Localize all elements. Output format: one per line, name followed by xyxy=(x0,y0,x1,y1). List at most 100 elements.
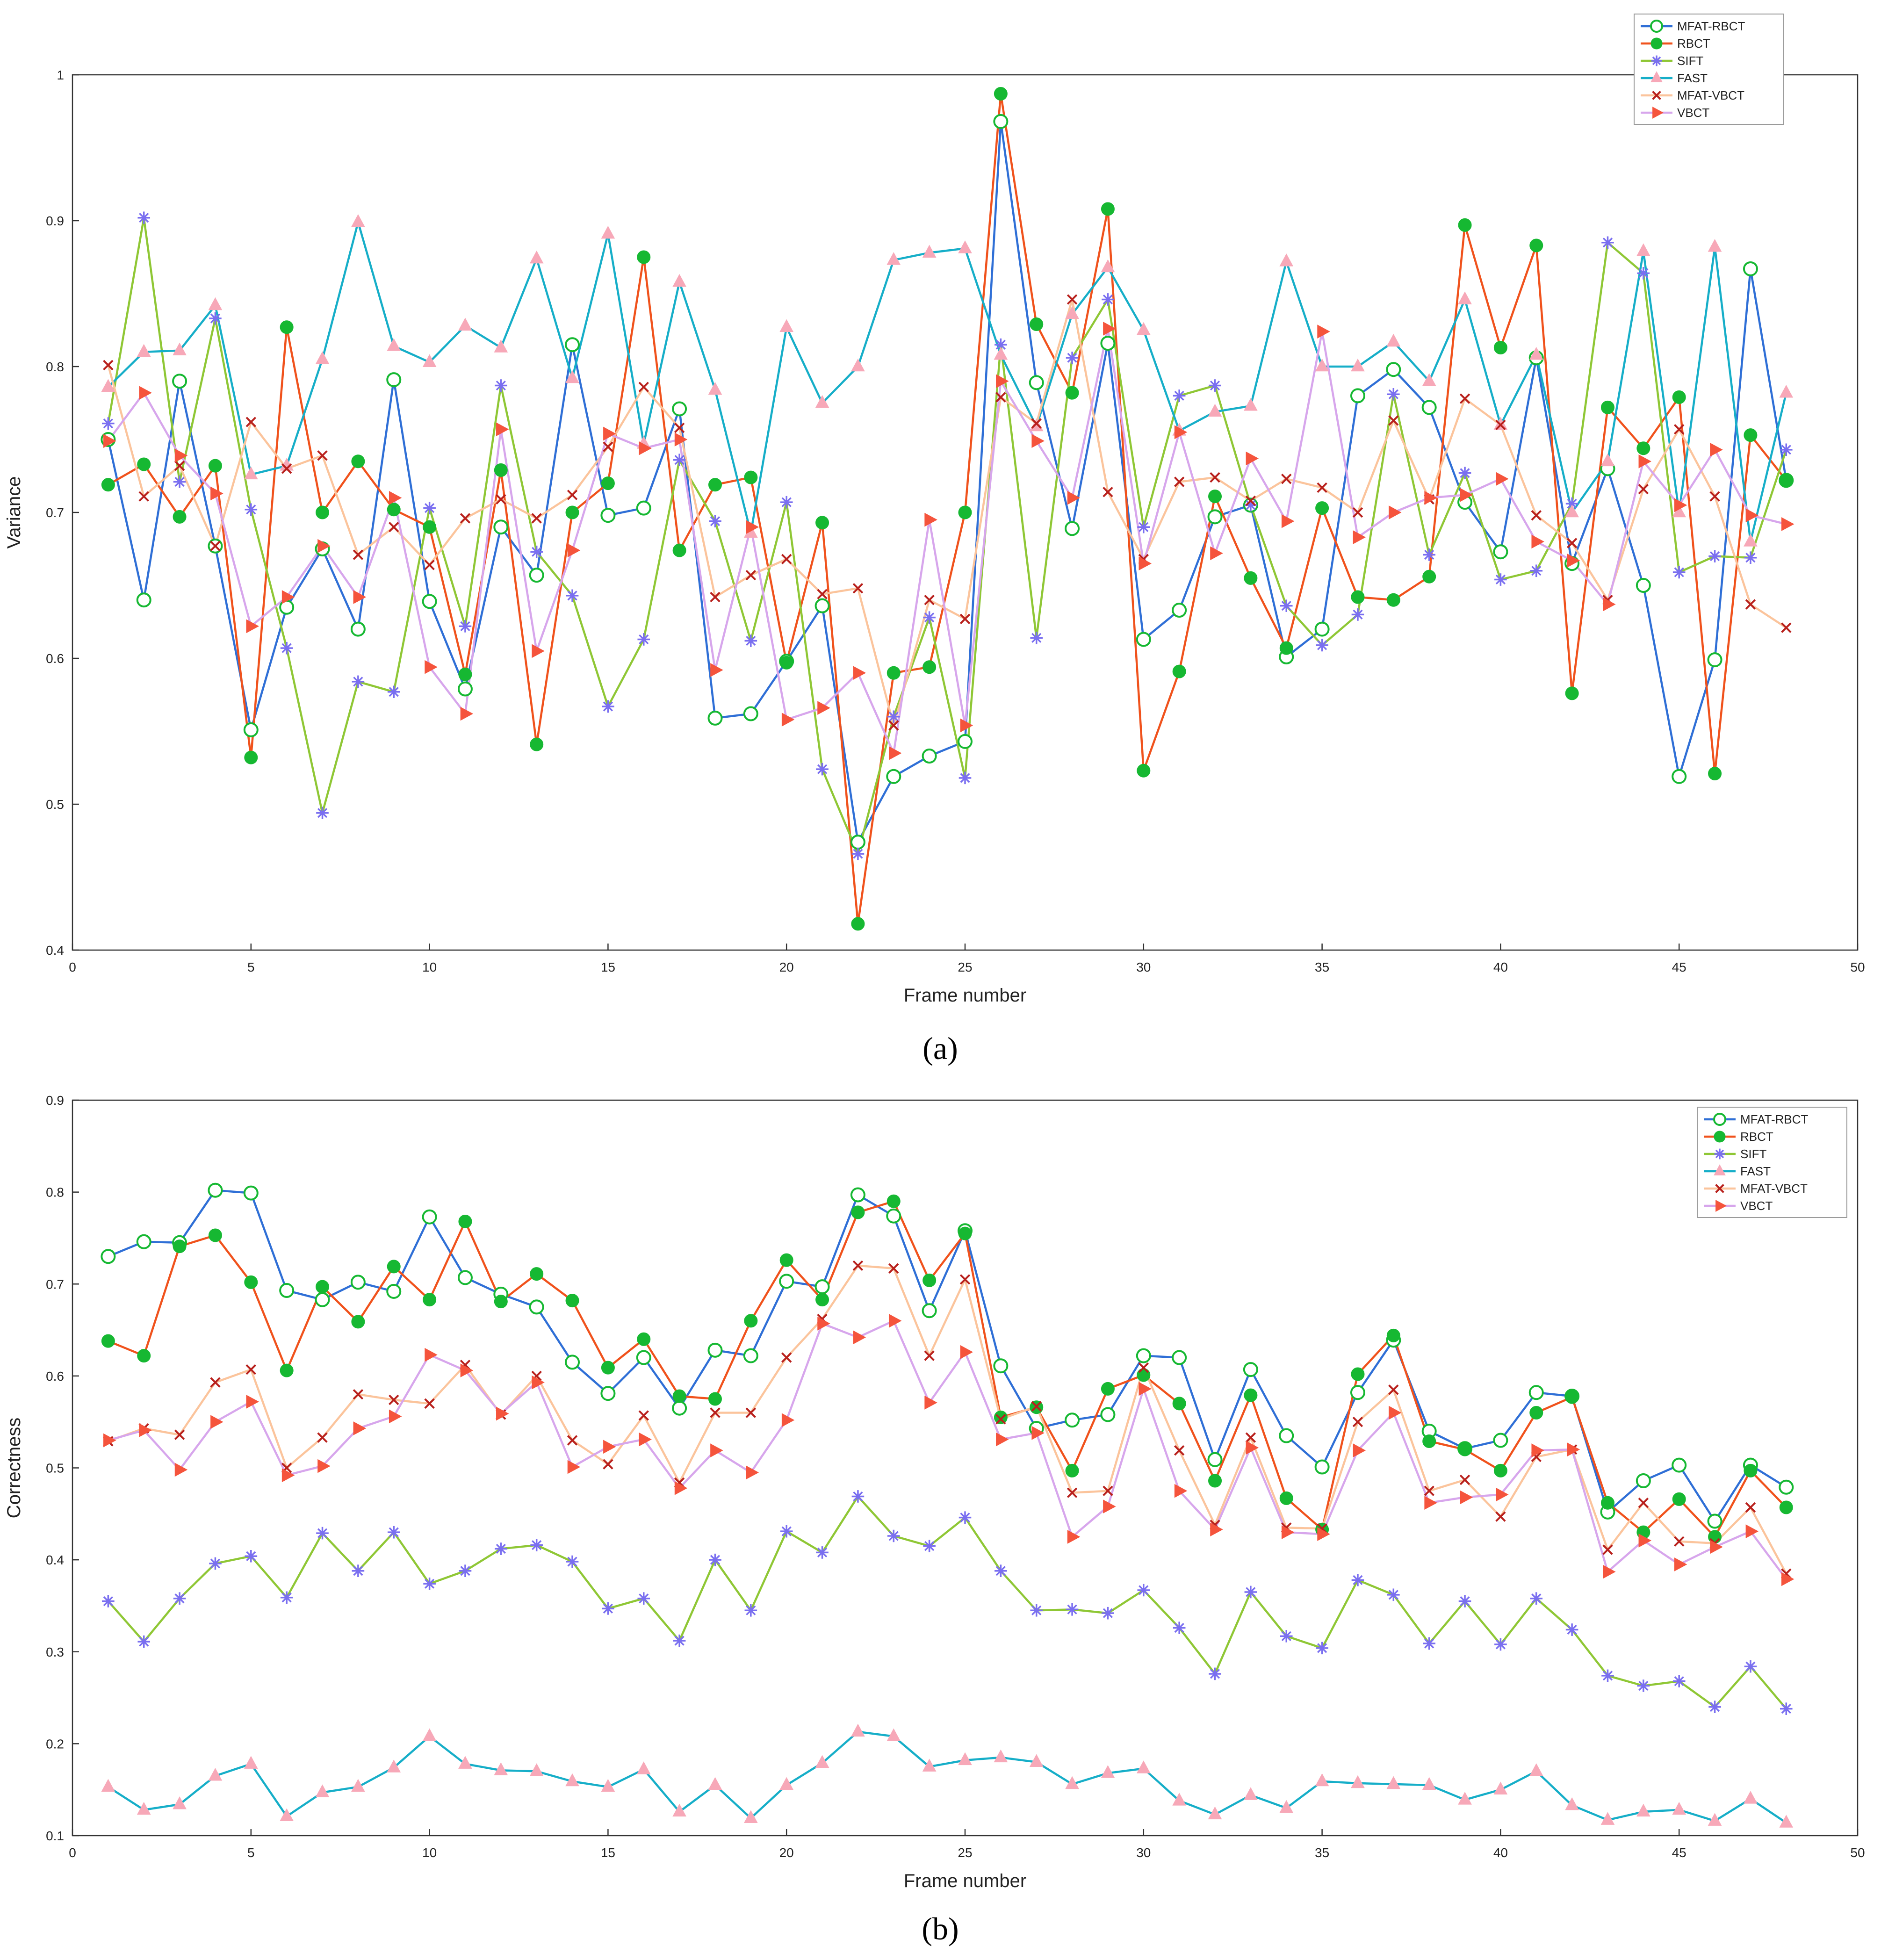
chart-a-point-mfat-rbct xyxy=(529,568,544,583)
chart-a-point-fast xyxy=(779,319,794,332)
chart-a-point-mfat-vbct xyxy=(638,382,649,392)
chart-a-point-vbct xyxy=(674,432,688,447)
chart-a-point-fast xyxy=(672,274,686,287)
chart-b-legend-box xyxy=(1697,1107,1847,1218)
chart-b-point-mfat-vbct xyxy=(781,1352,792,1363)
chart-a-x-tick-label: 15 xyxy=(601,960,615,974)
chart-a-x-tick-label: 25 xyxy=(958,960,972,974)
chart-a-point-mfat-vbct xyxy=(1317,482,1327,493)
chart-a-point-vbct xyxy=(425,660,438,674)
chart-b-point-fast xyxy=(565,1773,579,1787)
chart-a-point-vbct xyxy=(960,718,973,733)
chart-a-point-rbct xyxy=(1744,428,1758,442)
chart-a-point-vbct xyxy=(1174,425,1188,440)
chart-b-point-rbct xyxy=(423,1293,437,1307)
chart-a-point-vbct xyxy=(1139,556,1152,571)
chart-a-point-vbct xyxy=(353,590,367,604)
chart-a-point-mfat-rbct xyxy=(1386,362,1401,377)
chart-a-point-vbct xyxy=(1067,490,1081,505)
chart-b-point-sift xyxy=(459,1564,472,1578)
chart-b-point-sift xyxy=(1494,1638,1507,1651)
chart-a-point-mfat-vbct xyxy=(1210,472,1220,483)
chart-a-x-tick-label: 30 xyxy=(1136,960,1151,974)
chart-a-point-sift xyxy=(1601,236,1614,249)
chart-a-point-mfat-rbct xyxy=(1421,400,1437,415)
chart-b-point-fast xyxy=(1636,1803,1650,1817)
chart-b-point-rbct xyxy=(601,1361,615,1375)
chart-a-point-rbct xyxy=(1458,218,1472,232)
chart-b-point-mfat-vbct xyxy=(745,1407,757,1418)
chart-b-point-sift xyxy=(1458,1595,1471,1607)
chart-a-point-rbct xyxy=(458,667,472,681)
chart-b-point-vbct xyxy=(781,1413,795,1427)
chart-b-point-mfat-rbct xyxy=(779,1274,794,1289)
chart-b-point-mfat-rbct xyxy=(636,1350,651,1365)
chart-a-legend-marker-fast xyxy=(1650,71,1663,82)
chart-b-point-vbct xyxy=(1246,1441,1259,1455)
chart-a-point-vbct xyxy=(746,520,759,534)
chart-a-point-fast xyxy=(422,354,437,367)
chart-a-point-vbct xyxy=(853,666,866,680)
chart-a-point-mfat-rbct xyxy=(1207,509,1223,525)
chart-a-point-sift xyxy=(1565,497,1578,510)
chart-a-point-rbct xyxy=(1493,340,1507,354)
chart-b-x-tick-label: 35 xyxy=(1315,1845,1329,1860)
chart-b-x-tick-label: 30 xyxy=(1136,1845,1151,1860)
chart-a-point-fast xyxy=(529,250,544,264)
chart-b-y-tick-label: 0.6 xyxy=(46,1369,64,1384)
chart-b-point-rbct xyxy=(494,1295,508,1309)
chart-b-point-mfat-vbct xyxy=(1638,1498,1649,1508)
chart-a-point-mfat-vbct xyxy=(1459,393,1470,404)
chart-b-point-sift xyxy=(1244,1585,1257,1599)
chart-a-point-vbct xyxy=(1638,454,1651,468)
chart-b-point-fast xyxy=(1065,1776,1079,1789)
chart-b-point-sift xyxy=(245,1549,258,1563)
chart-b-point-rbct xyxy=(922,1273,937,1287)
chart-b-point-vbct xyxy=(639,1432,652,1447)
chart-b-point-fast xyxy=(886,1728,901,1741)
chart-b-point-sift xyxy=(423,1577,436,1590)
chart-a-point-mfat-vbct xyxy=(1352,507,1363,518)
chart-a-point-fast xyxy=(101,379,115,392)
chart-a-point-fast xyxy=(958,240,972,253)
chart-a-point-mfat-vbct xyxy=(1281,474,1292,484)
chart-b-point-fast xyxy=(708,1777,722,1790)
chart-b-x-tick-label: 15 xyxy=(601,1845,615,1860)
chart-a-point-fast xyxy=(244,466,258,480)
chart-a-y-tick-label: 0.6 xyxy=(46,651,64,666)
chart-b-point-mfat-rbct xyxy=(1100,1407,1116,1422)
chart-a-point-mfat-rbct xyxy=(636,500,651,516)
chart-b-point-rbct xyxy=(1172,1397,1186,1411)
chart-a-point-sift xyxy=(1351,608,1364,621)
chart-b-point-mfat-rbct xyxy=(1136,1348,1151,1363)
chart-b-point-mfat-rbct xyxy=(279,1283,295,1298)
chart-a-point-sift xyxy=(673,454,686,466)
chart-a-point-fast xyxy=(1493,417,1508,430)
chart-b-point-vbct xyxy=(1745,1524,1759,1539)
chart-a-point-mfat-vbct xyxy=(1781,622,1792,633)
chart-b-point-vbct xyxy=(710,1443,723,1457)
chart-a-point-vbct xyxy=(103,434,116,448)
chart-a-point-vbct xyxy=(1781,517,1795,531)
chart-b-point-vbct xyxy=(1389,1405,1402,1420)
chart-a-point-mfat-rbct xyxy=(707,710,723,726)
chart-b-point-fast xyxy=(351,1779,365,1792)
chart-a-point-sift xyxy=(602,700,614,713)
chart-b-point-rbct xyxy=(280,1363,294,1377)
chart-b-point-sift xyxy=(1030,1604,1043,1617)
chart-a-point-rbct xyxy=(1351,590,1365,604)
chart-a-point-fast xyxy=(1136,322,1151,335)
chart-b-point-vbct xyxy=(1567,1442,1580,1457)
chart-b-point-rbct xyxy=(565,1294,579,1308)
chart-b-point-sift xyxy=(1066,1603,1079,1616)
chart-b-legend: MFAT-RBCT RBCT SIFT FAST MFAT-VBCT VBCT xyxy=(1697,1107,1847,1218)
chart-b-point-rbct xyxy=(173,1239,187,1254)
chart-b-point-mfat-vbct xyxy=(567,1435,578,1446)
chart-a-point-mfat-rbct xyxy=(493,519,509,535)
chart-b-legend-label-vbct: VBCT xyxy=(1740,1199,1773,1213)
chart-a-point-mfat-vbct xyxy=(1495,419,1506,431)
chart-a-legend-label-sift: SIFT xyxy=(1677,54,1703,68)
chart-b-point-sift xyxy=(1744,1660,1757,1673)
chart-a-point-mfat-vbct xyxy=(781,554,792,565)
chart-b-point-fast xyxy=(1208,1806,1222,1820)
